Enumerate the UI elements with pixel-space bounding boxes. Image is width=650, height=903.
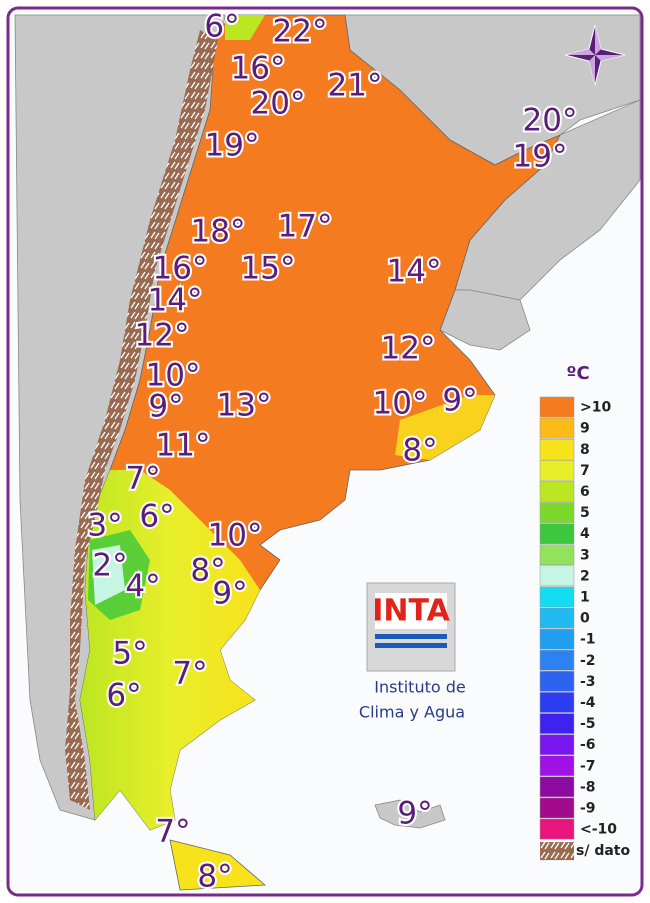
temperature-label: 13° <box>217 388 272 424</box>
legend: >10 9 8 7 6 5 4 3 2 1 0 -1 -2 -3 -4 -5 -6 -7 -8 -9 <-10 s/ da… <box>539 396 630 861</box>
legend-swatch <box>539 396 575 418</box>
temperature-label: 6° <box>106 678 141 714</box>
temperature-label: 2° <box>92 548 127 584</box>
coldest-zone <box>92 545 125 605</box>
legend-swatch <box>539 628 575 650</box>
legend-label: 6 <box>580 484 590 500</box>
legend-swatch <box>539 692 575 713</box>
legend-label: 3 <box>580 547 590 563</box>
legend-label: 8 <box>580 442 590 458</box>
legend-label: 7 <box>580 463 590 479</box>
logo-caption: Instituto de <box>374 678 465 697</box>
legend-label: 4 <box>580 526 590 542</box>
legend-swatch <box>539 734 575 755</box>
legend-label: -4 <box>580 695 596 711</box>
compass <box>564 24 626 86</box>
legend-label: 5 <box>580 505 590 521</box>
legend-swatch <box>539 713 575 734</box>
temperature-label: 12° <box>135 318 190 354</box>
temperature-label: 9° <box>212 576 247 612</box>
logo: INTA Instituto de Clima y Agua <box>359 582 466 722</box>
temperature-label: 14° <box>387 254 442 290</box>
temperature-label: 20° <box>251 86 306 122</box>
temperature-label: 9° <box>148 389 183 425</box>
legend-label: -3 <box>580 674 596 690</box>
temperature-label: 19° <box>205 128 260 164</box>
temperature-label: 19° <box>513 139 568 175</box>
temperature-label: 17° <box>278 209 333 245</box>
legend-label: -1 <box>580 632 596 648</box>
temperature-label: 10° <box>208 518 263 554</box>
legend-title: ºC <box>566 363 589 384</box>
temperature-label: 7° <box>125 461 160 497</box>
legend-swatch <box>539 544 575 566</box>
legend-label: 2 <box>580 568 590 584</box>
legend-swatch <box>539 671 575 692</box>
coast-zone <box>395 395 495 460</box>
legend-label: 1 <box>580 589 590 605</box>
no-data-zone <box>65 30 218 810</box>
temperature-label: 11° <box>156 428 211 464</box>
uruguay <box>439 289 531 351</box>
temperature-label: 15° <box>241 251 296 287</box>
legend-swatch <box>539 649 575 671</box>
legend-label: -6 <box>580 737 596 753</box>
temperature-label: 3° <box>87 508 122 544</box>
legend-label: 0 <box>580 611 590 627</box>
legend-label: s/ dato <box>576 843 630 859</box>
logo-text: INTA <box>372 594 450 629</box>
legend-label: >10 <box>580 400 611 416</box>
legend-swatch <box>539 818 575 840</box>
temperature-label: 7° <box>172 656 207 692</box>
temperature-label: 9° <box>397 796 432 832</box>
north-zone <box>225 15 265 40</box>
temperature-label: 20° <box>523 103 578 139</box>
legend-swatch <box>539 523 575 544</box>
legend-swatch <box>539 776 575 798</box>
temperature-label: 8° <box>197 859 232 895</box>
legend-label: -5 <box>580 716 596 732</box>
temperature-label: 12° <box>381 331 436 367</box>
temperature-label: 6° <box>139 499 174 535</box>
legend-swatch <box>539 586 575 608</box>
temperature-label: 18° <box>191 214 246 250</box>
legend-swatch <box>539 438 575 460</box>
temperature-label: 5° <box>112 636 147 672</box>
legend-swatch <box>539 797 575 819</box>
legend-swatch <box>539 607 575 629</box>
temperature-label: 22° <box>273 14 328 50</box>
temperature-labels: 6° 22°16° 21°20° 20°19° 19°18° 17°16° 15° 14°14… <box>85 7 579 897</box>
legend-label: -2 <box>580 653 596 669</box>
legend-label: -9 <box>580 800 596 816</box>
legend-label: <-10 <box>580 822 617 838</box>
temperature-label: 14° <box>148 283 203 319</box>
islands <box>374 799 446 829</box>
temperature-label: 8° <box>190 553 225 589</box>
legend-swatch <box>539 565 575 587</box>
legend-label: -7 <box>580 758 596 774</box>
temperature-label: 10° <box>373 386 428 422</box>
legend-swatch <box>539 502 575 523</box>
temperature-label: 16° <box>153 251 208 287</box>
tierra-del-fuego <box>169 839 267 891</box>
temperature-label: 9° <box>442 383 477 419</box>
legend-swatch <box>540 842 574 861</box>
legend-label: 9 <box>580 421 590 437</box>
temperature-label: 10° <box>146 358 201 394</box>
legend-swatch <box>539 755 575 777</box>
temperature-label: 6° <box>204 9 239 45</box>
temperature-label: 7° <box>155 814 190 850</box>
temperature-label: 4° <box>125 569 160 605</box>
legend-swatch <box>539 481 575 502</box>
legend-swatch <box>539 460 575 481</box>
temperature-label: 8° <box>402 433 437 469</box>
legend-swatch <box>539 417 575 439</box>
temperature-label: 16° <box>231 51 286 87</box>
logo-caption: Clima y Agua <box>359 703 465 722</box>
temperature-label: 21° <box>328 68 383 104</box>
legend-label: -8 <box>580 779 596 795</box>
